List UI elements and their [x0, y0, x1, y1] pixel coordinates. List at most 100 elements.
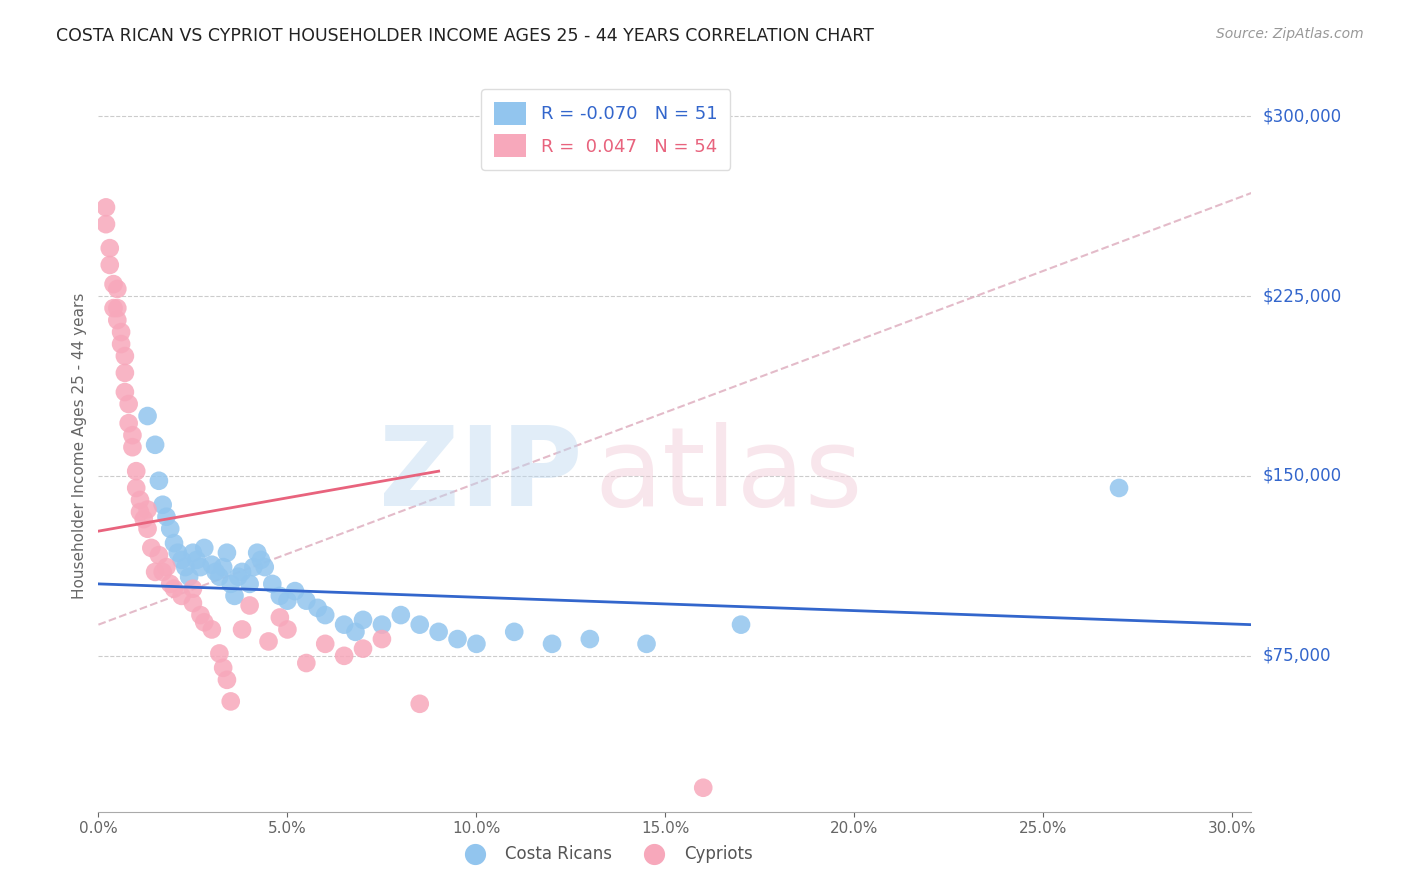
Point: [132, 512, 155, 526]
Point: [262, 577, 284, 591]
Point: [174, 560, 197, 574]
Point: [389, 608, 412, 623]
Point: [118, 397, 141, 411]
Point: [125, 464, 148, 478]
Text: Source: ZipAtlas.com: Source: ZipAtlas.com: [1216, 27, 1364, 41]
Point: [159, 522, 181, 536]
Point: [409, 697, 432, 711]
Point: [1108, 481, 1130, 495]
Point: [208, 570, 231, 584]
Point: [193, 541, 215, 555]
Point: [409, 617, 432, 632]
Text: $75,000: $75,000: [1263, 647, 1331, 665]
Point: [269, 610, 291, 624]
Y-axis label: Householder Income Ages 25 - 44 years: Householder Income Ages 25 - 44 years: [72, 293, 87, 599]
Point: [125, 481, 148, 495]
Point: [186, 553, 208, 567]
Point: [239, 599, 262, 613]
Point: [314, 637, 336, 651]
Point: [257, 634, 280, 648]
Point: [446, 632, 468, 646]
Point: [136, 409, 159, 423]
Point: [465, 637, 488, 651]
Point: [371, 617, 394, 632]
Point: [110, 325, 132, 339]
Point: [730, 617, 752, 632]
Point: [541, 637, 564, 651]
Point: [692, 780, 714, 795]
Point: [121, 440, 143, 454]
Point: [190, 560, 212, 574]
Point: [110, 337, 132, 351]
Point: [579, 632, 602, 646]
Point: [163, 582, 186, 596]
Point: [344, 624, 367, 639]
Point: [276, 623, 298, 637]
Point: [246, 546, 269, 560]
Point: [333, 617, 356, 632]
Point: [179, 570, 201, 584]
Point: [371, 632, 394, 646]
Point: [231, 565, 253, 579]
Point: [239, 577, 262, 591]
Point: [129, 505, 152, 519]
Point: [201, 558, 224, 572]
Point: [242, 560, 264, 574]
Point: [253, 560, 276, 574]
Point: [163, 536, 186, 550]
Legend: Costa Ricans, Cypriots: Costa Ricans, Cypriots: [451, 838, 759, 869]
Point: [201, 623, 224, 637]
Point: [352, 613, 374, 627]
Point: [114, 385, 136, 400]
Text: $300,000: $300,000: [1263, 107, 1341, 125]
Point: [148, 548, 170, 562]
Text: $150,000: $150,000: [1263, 467, 1341, 485]
Point: [170, 589, 193, 603]
Point: [269, 589, 291, 603]
Point: [105, 301, 128, 315]
Point: [105, 282, 128, 296]
Point: [190, 608, 212, 623]
Point: [118, 416, 141, 430]
Point: [114, 366, 136, 380]
Text: $225,000: $225,000: [1263, 287, 1343, 305]
Point: [136, 502, 159, 516]
Point: [170, 553, 193, 567]
Point: [136, 522, 159, 536]
Point: [152, 565, 174, 579]
Point: [224, 589, 246, 603]
Point: [152, 498, 174, 512]
Point: [159, 577, 181, 591]
Point: [155, 509, 177, 524]
Point: [314, 608, 336, 623]
Text: atlas: atlas: [595, 422, 863, 529]
Point: [333, 648, 356, 663]
Point: [98, 258, 121, 272]
Point: [226, 570, 249, 584]
Point: [212, 560, 235, 574]
Point: [181, 596, 204, 610]
Point: [98, 241, 121, 255]
Point: [166, 546, 188, 560]
Point: [94, 217, 117, 231]
Point: [105, 313, 128, 327]
Point: [141, 541, 163, 555]
Point: [215, 546, 238, 560]
Point: [295, 593, 318, 607]
Point: [503, 624, 526, 639]
Point: [103, 277, 125, 292]
Point: [103, 301, 125, 315]
Point: [121, 428, 143, 442]
Text: ZIP: ZIP: [380, 422, 582, 529]
Point: [94, 200, 117, 214]
Point: [143, 438, 166, 452]
Point: [231, 623, 253, 637]
Point: [181, 546, 204, 560]
Point: [352, 641, 374, 656]
Point: [155, 560, 177, 574]
Point: [219, 577, 242, 591]
Point: [212, 661, 235, 675]
Point: [276, 593, 298, 607]
Point: [148, 474, 170, 488]
Point: [129, 492, 152, 507]
